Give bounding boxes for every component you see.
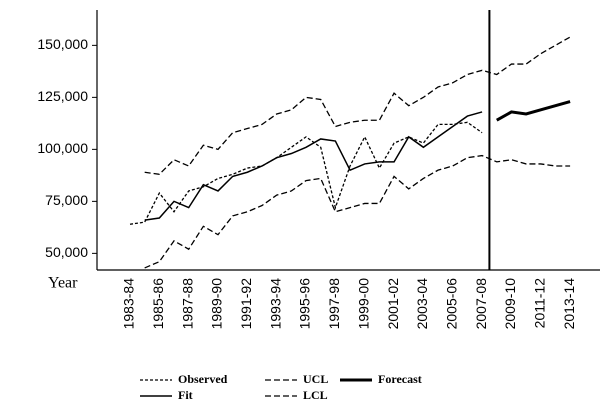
- x-tick-label: 1995-96: [297, 278, 313, 330]
- series-line: [496, 100, 571, 122]
- x-tick-label: 1993-94: [267, 278, 283, 330]
- x-axis-label: Year: [48, 275, 78, 292]
- y-tick-label: 50,000: [45, 244, 88, 260]
- x-tick-label: 2001-02: [385, 278, 401, 330]
- x-tick-label: 2013-14: [561, 278, 577, 330]
- legend-label: UCL: [303, 372, 328, 386]
- series-line: [144, 36, 571, 176]
- x-tick-label: 1989-90: [209, 278, 225, 330]
- y-tick-label: 150,000: [37, 36, 88, 52]
- series-line: [144, 154, 571, 269]
- x-tick-label: 2005-06: [443, 278, 459, 330]
- x-tick-label: 1997-98: [326, 278, 342, 330]
- y-tick-label: 100,000: [37, 140, 88, 156]
- x-tick-label: 1985-86: [150, 278, 166, 330]
- y-tick-label: 75,000: [45, 192, 88, 208]
- x-tick-label: 1991-92: [238, 278, 254, 330]
- x-tick-label: 1999-00: [355, 278, 371, 330]
- x-tick-label: 1983-84: [121, 278, 137, 330]
- x-tick-label: 2011-12: [531, 278, 547, 329]
- x-tick-label: 2003-04: [414, 278, 430, 330]
- legend-label: Forecast: [378, 372, 422, 386]
- x-tick-label: 2007-08: [473, 278, 489, 330]
- series-line: [144, 111, 483, 221]
- series-line: [129, 121, 483, 225]
- x-tick-label: 2009-10: [502, 278, 518, 330]
- legend-label: Observed: [178, 372, 228, 386]
- x-tick-label: 1987-88: [179, 278, 195, 330]
- legend-label: Fit: [178, 388, 193, 402]
- y-tick-label: 125,000: [37, 88, 88, 104]
- legend-label: LCL: [303, 388, 328, 402]
